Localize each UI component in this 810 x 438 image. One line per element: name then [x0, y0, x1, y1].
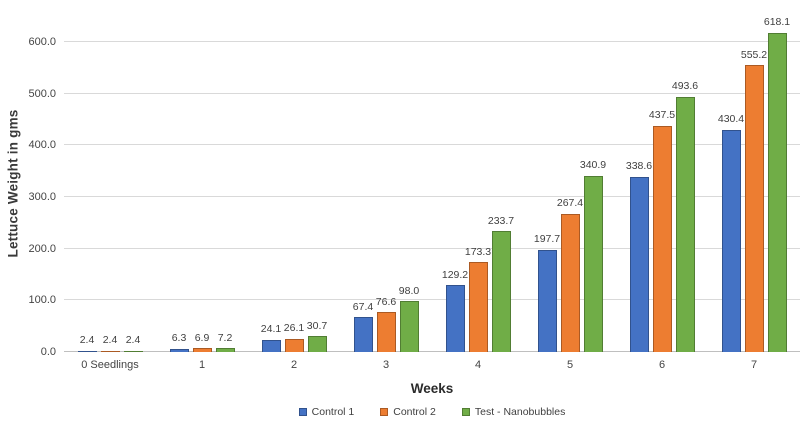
data-label: 6.3	[171, 332, 187, 345]
x-tick-label: 0 Seedlings	[81, 359, 139, 371]
data-label: 2.4	[102, 334, 118, 347]
bar-test-nanobubbles-week-5	[583, 175, 603, 352]
legend-marker-icon	[298, 408, 307, 416]
data-label: 493.6	[671, 80, 699, 93]
legend-label: Test - Nanobubbles	[474, 406, 566, 418]
bar-test-nanobubbles-week-0-seedlings	[123, 350, 143, 352]
data-label: 618.1	[763, 16, 791, 28]
bar-control-1-week-7	[721, 129, 741, 352]
data-label: 67.4	[352, 300, 374, 313]
bar-control-2-week-5	[560, 213, 580, 352]
data-label: 233.7	[487, 214, 515, 227]
bar-control-1-week-1	[169, 348, 189, 352]
x-tick-label: 5	[566, 359, 574, 371]
x-tick-label: 3	[382, 359, 390, 371]
legend-item-control-2: Control 2	[380, 406, 436, 418]
x-tick-label: 4	[474, 359, 482, 371]
bar-test-nanobubbles-week-6	[675, 96, 695, 352]
bar-control-2-week-7	[744, 65, 764, 352]
gridline	[64, 40, 800, 42]
data-label: 338.6	[625, 160, 653, 173]
legend-label: Control 1	[311, 406, 355, 418]
x-tick-label: 2	[290, 359, 298, 371]
data-label: 26.1	[283, 322, 305, 335]
y-tick-label: 100.0	[28, 294, 56, 307]
gridline	[64, 299, 800, 301]
data-label: 555.2	[740, 48, 768, 61]
data-label: 267.4	[556, 197, 584, 210]
bar-control-1-week-4	[445, 285, 465, 352]
x-axis-line	[64, 351, 800, 352]
bar-control-2-week-2	[284, 338, 304, 352]
data-label: 2.4	[125, 334, 141, 347]
y-tick-label: 400.0	[28, 139, 56, 152]
bar-control-2-week-1	[192, 348, 212, 352]
legend-marker-icon	[461, 408, 470, 416]
data-label: 437.5	[648, 109, 676, 122]
data-label: 340.9	[579, 159, 607, 172]
data-label: 430.4	[717, 113, 745, 126]
y-tick-label: 0.0	[40, 346, 56, 358]
data-label: 98.0	[398, 284, 420, 297]
bar-control-2-week-4	[468, 262, 488, 352]
data-label: 30.7	[306, 319, 328, 332]
bar-control-2-week-3	[376, 312, 396, 352]
gridline	[64, 144, 800, 146]
legend-marker-icon	[380, 408, 389, 416]
bar-test-nanobubbles-week-2	[307, 336, 327, 352]
x-tick-label: 1	[198, 359, 206, 371]
data-label: 173.3	[464, 245, 492, 258]
gridline	[64, 247, 800, 249]
data-label: 24.1	[260, 323, 282, 336]
bar-control-1-week-5	[537, 249, 557, 352]
bar-control-1-week-2	[261, 339, 281, 352]
bar-control-1-week-0-seedlings	[77, 350, 97, 352]
bar-control-1-week-6	[629, 176, 649, 352]
y-tick-label: 500.0	[28, 87, 56, 100]
plot-area: 2.4 2.4 2.4 6.3 6.9 7.2 24.1 26.1 30.7 67.4 76.6 98…	[64, 16, 800, 352]
data-label: 197.7	[533, 233, 561, 246]
data-label: 6.9	[194, 331, 210, 344]
y-tick-label: 300.0	[28, 190, 56, 203]
bar-test-nanobubbles-week-3	[399, 301, 419, 352]
bar-test-nanobubbles-week-4	[491, 231, 511, 352]
x-axis-title: Weeks	[410, 381, 454, 396]
legend-item-test-nanobubbles: Test - Nanobubbles	[461, 406, 566, 418]
y-tick-label: 200.0	[28, 242, 56, 255]
bar-test-nanobubbles-week-7	[767, 32, 787, 352]
x-tick-label: 6	[658, 359, 666, 371]
data-label: 2.4	[79, 334, 95, 347]
bar-control-1-week-3	[353, 317, 373, 352]
x-tick-label: 7	[750, 359, 758, 371]
gridline	[64, 92, 800, 94]
legend-item-control-1: Control 1	[298, 406, 355, 418]
gridline	[64, 195, 800, 197]
bar-control-2-week-0-seedlings	[100, 350, 120, 352]
legend: Control 1 Control 2 Test - Nanobubbles	[64, 406, 800, 418]
bar-test-nanobubbles-week-1	[215, 348, 235, 352]
data-label: 76.6	[375, 295, 397, 308]
y-tick-label: 600.0	[28, 35, 56, 48]
data-label: 129.2	[441, 268, 469, 281]
legend-label: Control 2	[393, 406, 436, 418]
data-label: 7.2	[217, 331, 233, 344]
bar-control-2-week-6	[652, 125, 672, 352]
